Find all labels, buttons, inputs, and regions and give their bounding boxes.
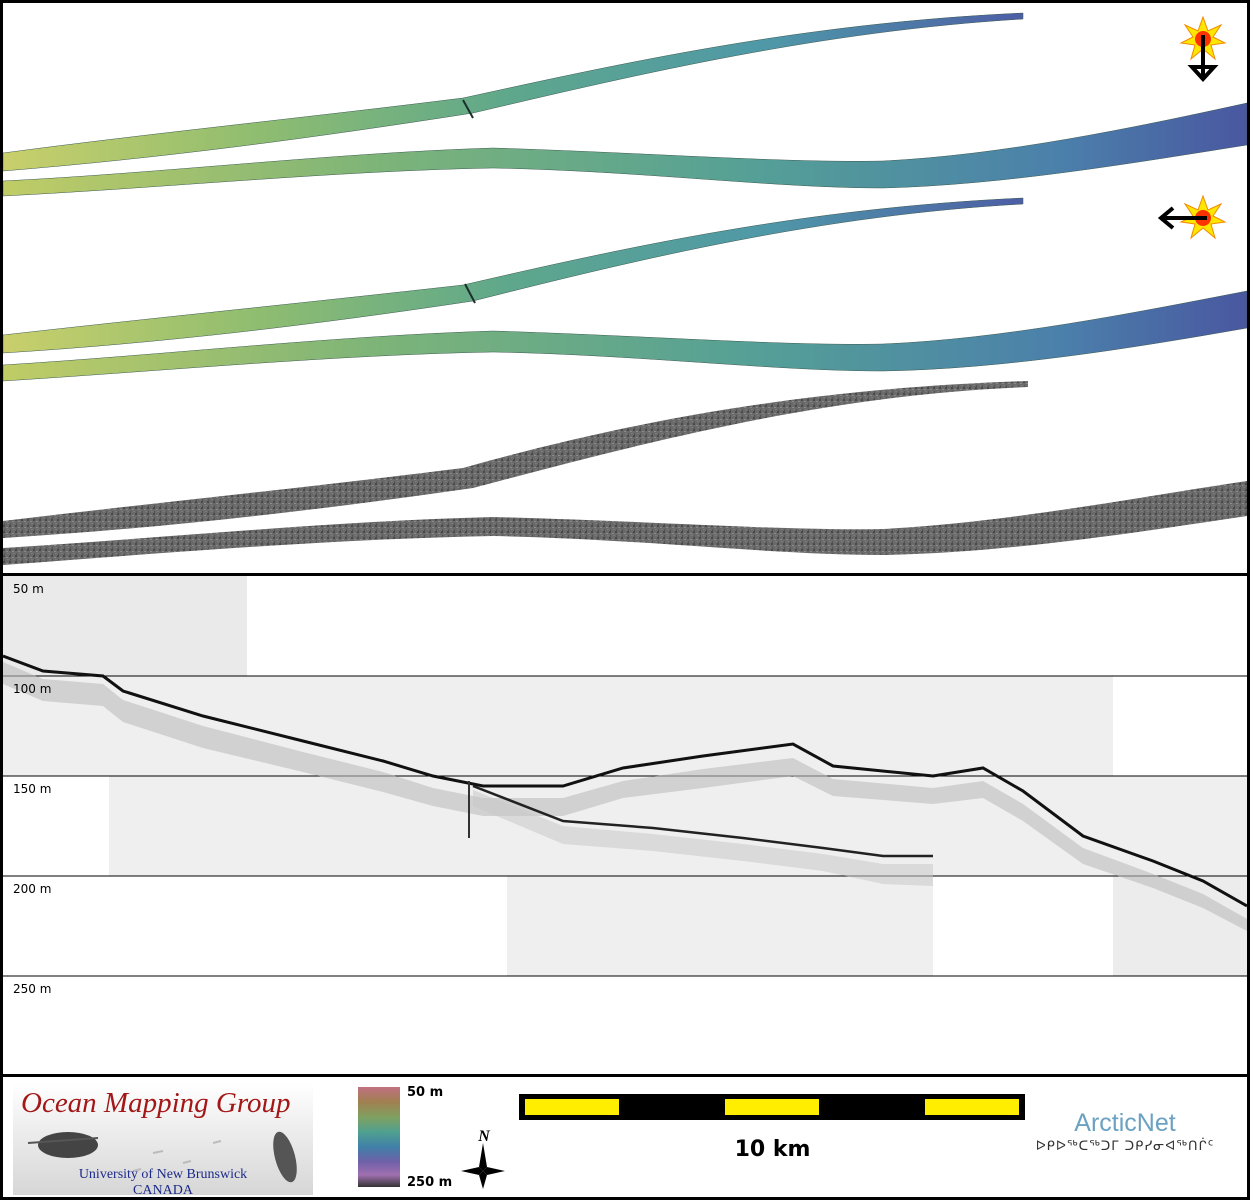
scale-bar [519,1094,1025,1120]
depth-label-100: 100 m [13,682,52,696]
depth-label-150: 150 m [13,782,52,796]
colorbar-top-label: 50 m [407,1085,444,1100]
backscatter-swaths [3,381,1247,565]
sun-illumination-east-icon [1157,194,1227,240]
seafloor-scarp [462,99,474,119]
subsurface-shadow [473,790,933,886]
depth-label-250: 250 m [13,982,52,996]
north-arrow-icon: N [461,1128,505,1189]
seafloor-reflector [3,654,1247,908]
sun-illumination-north-icon [1179,15,1227,82]
ocean-mapping-group-logo: Ocean Mapping Group University of New Br… [13,1083,313,1197]
university-country: CANADA [133,1183,193,1198]
subbottom-profile [3,576,1247,977]
logo-artwork [27,1131,297,1183]
org-university: University of New Brunswick CANADA [13,1167,313,1198]
swath-map [3,12,1247,565]
echogram-block-1 [3,576,247,676]
echogram-block-4 [507,876,933,976]
arcticnet-syllabics: ᐅᑭᐅᖅᑕᖅᑐᒥ ᑐᑭᓯᓂᐊᖅᑎᒌᑦ [1035,1139,1215,1154]
university-name: University of New Brunswick [78,1167,248,1182]
seafloor-scarp-2 [464,283,476,304]
map-panel [0,0,1250,576]
bathymetry-swaths-lower [3,197,1247,382]
swath-line-4 [3,290,1247,382]
echogram-block-3 [109,776,1247,876]
subbottom-profile-panel: 50 m 100 m 150 m 200 m 250 m [0,573,1250,1077]
north-label: N [477,1128,491,1145]
seafloor-shadow [3,662,1247,931]
subsurface-reflector [472,784,933,858]
org-name: Ocean Mapping Group [21,1087,291,1119]
legend-panel: Ocean Mapping Group University of New Br… [0,1074,1250,1200]
depth-gridlines [3,675,1247,977]
bathymetry-swaths-upper [3,12,1247,197]
backscatter-line-1 [3,381,1028,538]
depth-label-50: 50 m [13,582,44,596]
colorbar-bottom-label: 250 m [407,1175,453,1190]
swath-line-1 [3,12,1024,172]
scale-bar-label: 10 km [734,1137,811,1162]
swath-line-3 [3,197,1024,354]
swath-line-2 [3,102,1247,197]
depth-colorbar [358,1087,400,1187]
depth-label-200: 200 m [13,882,52,896]
backscatter-line-2 [3,481,1247,565]
arcticnet-logo: ArcticNet [1074,1109,1176,1137]
